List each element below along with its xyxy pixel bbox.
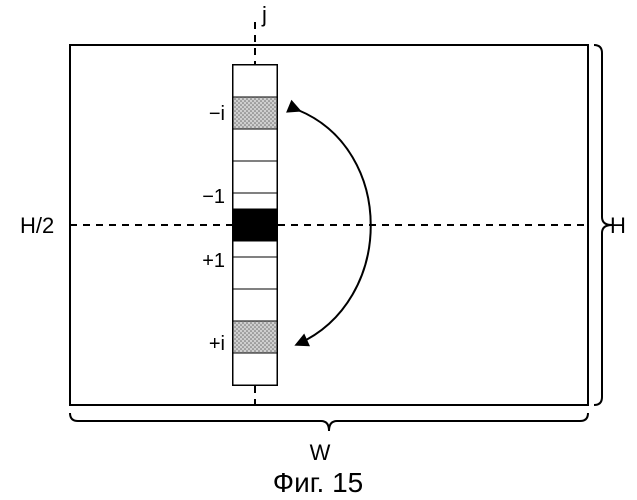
cell-1 [233, 97, 277, 129]
label-j: j [261, 2, 267, 27]
cell-6 [233, 257, 277, 289]
cell-column [233, 65, 277, 385]
label-plus-1: +1 [202, 250, 225, 272]
cell-9 [233, 353, 277, 385]
cell-2 [233, 129, 277, 161]
label-minus-1: −1 [202, 186, 225, 208]
label-plus-i: +i [209, 333, 225, 355]
label-h-half: H/2 [20, 213, 54, 238]
cell-8 [233, 321, 277, 353]
cell-7 [233, 289, 277, 321]
swap-arc-arrow [298, 110, 371, 344]
figure-caption: Фиг. 15 [273, 467, 363, 498]
label-minus-i: −i [209, 103, 225, 125]
center-black-cell [233, 209, 277, 241]
label-h: H [610, 213, 626, 238]
figure-diagram: j H/2 H W −i −1 +1 +i Фиг. 15 [0, 0, 637, 500]
outer-rect [70, 45, 588, 405]
brace-width [70, 413, 588, 431]
cell-3 [233, 161, 277, 193]
label-w: W [310, 440, 331, 465]
cell-0 [233, 65, 277, 97]
